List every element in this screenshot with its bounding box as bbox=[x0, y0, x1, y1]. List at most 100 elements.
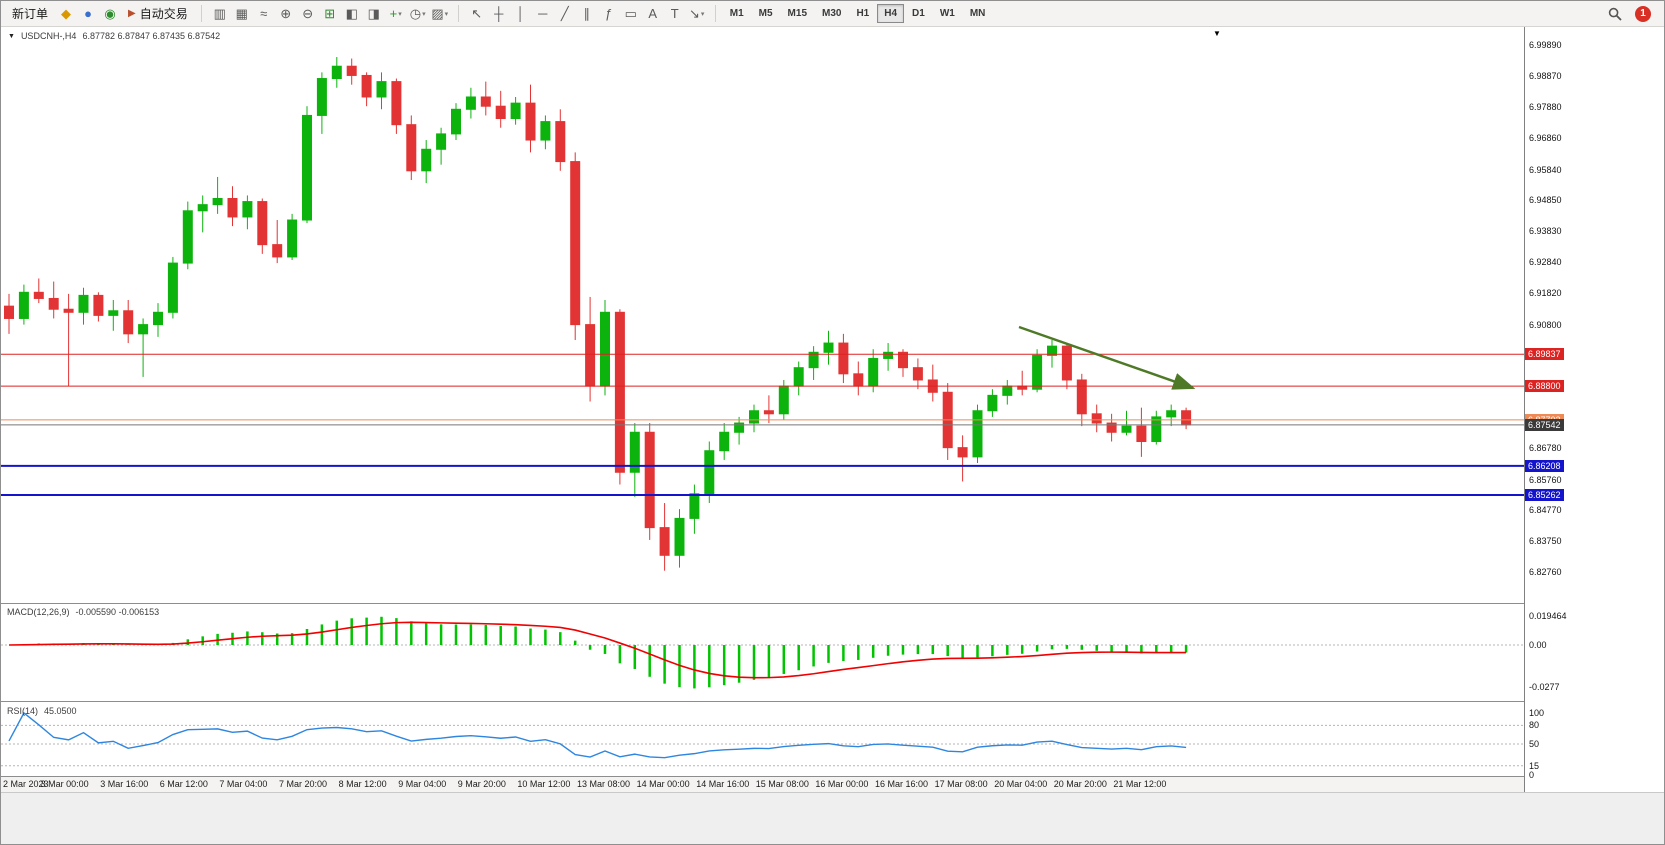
timeframe-button-m30[interactable]: M30 bbox=[815, 4, 848, 23]
new-order-button[interactable]: 新订单 bbox=[6, 3, 54, 24]
time-label: 7 Mar 20:00 bbox=[279, 779, 328, 789]
chart-window: ▼ USDCNH-,H4 6.87782 6.87847 6.87435 6.8… bbox=[1, 27, 1664, 792]
trendline-icon[interactable]: ╱ bbox=[560, 5, 569, 21]
timeframe-button-mn[interactable]: MN bbox=[963, 4, 993, 23]
panel-separator[interactable] bbox=[1, 603, 1664, 604]
toolbar-separator bbox=[714, 5, 716, 22]
line-chart-icon[interactable]: ≈ bbox=[260, 6, 268, 21]
period-button[interactable]: ◷ ▾ bbox=[409, 5, 426, 21]
price-tick: 6.95840 bbox=[1529, 164, 1562, 175]
fibo-icon[interactable]: ƒ bbox=[605, 6, 613, 21]
time-label: 17 Mar 08:00 bbox=[934, 779, 988, 789]
timeframe-button-h4[interactable]: H4 bbox=[877, 4, 905, 23]
price-tick: 6.90800 bbox=[1529, 319, 1562, 330]
price-axis[interactable]: 6.99890 6.98870 6.97880 6.96860 6.95840 6.948… bbox=[1524, 27, 1664, 792]
price-tick: 6.94850 bbox=[1529, 195, 1562, 206]
shapes-icon[interactable]: ▭ bbox=[624, 5, 637, 21]
candlestick-icon[interactable]: ▦ bbox=[235, 5, 248, 21]
price-tick: 6.85760 bbox=[1529, 474, 1562, 485]
template-button-caret: ▾ bbox=[444, 10, 449, 18]
rsi-axis-tick: 80 bbox=[1529, 720, 1540, 731]
price-tick: 6.98870 bbox=[1529, 71, 1562, 82]
text-icon[interactable]: A bbox=[648, 6, 658, 21]
toolbar-separator bbox=[200, 5, 202, 22]
timeframe-button-m1[interactable]: M1 bbox=[723, 4, 751, 23]
vertical-line-icon[interactable]: │ bbox=[516, 6, 525, 21]
timeframe-button-d1[interactable]: D1 bbox=[905, 4, 932, 23]
time-label: 2 Mar 2023 bbox=[3, 779, 49, 789]
panel-separator bbox=[1, 776, 1664, 777]
arrange-horizontal-icon[interactable]: ◨ bbox=[367, 5, 380, 21]
macd-name: MACD(12,26,9) bbox=[7, 607, 70, 617]
market-watch-icon[interactable]: ◆ bbox=[61, 5, 72, 21]
period-button-caret: ▾ bbox=[422, 10, 426, 18]
toolbar-right-cluster: 1 bbox=[1604, 4, 1659, 24]
macd-indicator-label: MACD(12,26,9) -0.005590 -0.006153 bbox=[7, 607, 159, 617]
price-tick: 6.92840 bbox=[1529, 256, 1562, 267]
symbol-period-label: USDCNH-,H4 bbox=[20, 31, 77, 41]
timeframe-button-w1[interactable]: W1 bbox=[933, 4, 962, 23]
timeframe-button-h1[interactable]: H1 bbox=[849, 4, 876, 23]
status-area bbox=[1, 792, 1664, 844]
chart-title: ▼ USDCNH-,H4 6.87782 6.87847 6.87435 6.8… bbox=[8, 31, 220, 41]
time-label: 16 Mar 16:00 bbox=[875, 779, 929, 789]
new-chart-button[interactable]: + ▾ bbox=[389, 6, 402, 21]
time-label: 3 Mar 00:00 bbox=[40, 779, 89, 789]
horizontal-line-icon[interactable]: ─ bbox=[538, 6, 548, 21]
search-icon[interactable] bbox=[1604, 4, 1626, 24]
panel-separator[interactable] bbox=[1, 701, 1664, 702]
label-icon[interactable]: T bbox=[670, 6, 679, 21]
notification-badge[interactable]: 1 bbox=[1635, 5, 1651, 22]
price-tick: 6.97880 bbox=[1529, 101, 1562, 112]
macd-axis-tick: 0.00 bbox=[1529, 640, 1547, 650]
rsi-indicator-label: RSI(14) 45.0500 bbox=[7, 706, 77, 716]
template-button[interactable]: ▨ ▾ bbox=[431, 5, 449, 21]
price-tick: 6.84770 bbox=[1529, 505, 1562, 516]
tile-windows-icon[interactable]: ⊞ bbox=[324, 5, 336, 21]
crosshair-icon[interactable]: ┼ bbox=[494, 6, 504, 21]
zoom-in-icon[interactable]: ⊕ bbox=[280, 5, 292, 21]
rsi-value: 45.0500 bbox=[44, 706, 77, 716]
auto-trading-label: 自动交易 bbox=[139, 7, 188, 21]
time-axis[interactable]: 2 Mar 2023 3 Mar 00:00 3 Mar 16:00 6 Mar 12… bbox=[1, 777, 1524, 792]
timeframe-button-m5[interactable]: M5 bbox=[752, 4, 780, 23]
time-label: 20 Mar 20:00 bbox=[1053, 779, 1107, 789]
price-level-badge: 6.88800 bbox=[1525, 380, 1564, 393]
price-tick: 6.83750 bbox=[1529, 536, 1562, 547]
time-label: 6 Mar 12:00 bbox=[159, 779, 208, 789]
ohlc-values: 6.87782 6.87847 6.87435 6.87542 bbox=[82, 31, 221, 41]
price-level-badge: 6.85262 bbox=[1525, 488, 1564, 501]
time-label: 21 Mar 12:00 bbox=[1113, 779, 1167, 789]
time-label: 8 Mar 12:00 bbox=[338, 779, 387, 789]
time-label: 9 Mar 04:00 bbox=[398, 779, 447, 789]
price-tick: 6.91820 bbox=[1529, 288, 1562, 299]
time-label: 3 Mar 16:00 bbox=[100, 779, 149, 789]
price-level-badge: 6.86208 bbox=[1525, 459, 1564, 472]
new-chart-button-caret: ▾ bbox=[398, 10, 402, 18]
cursor-icon[interactable]: ↖ bbox=[471, 5, 483, 21]
time-label: 9 Mar 20:00 bbox=[457, 779, 506, 789]
price-tick: 6.86780 bbox=[1529, 443, 1562, 454]
time-label: 7 Mar 04:00 bbox=[219, 779, 268, 789]
terminal-icon[interactable]: ◉ bbox=[104, 5, 116, 21]
price-tick: 6.96860 bbox=[1529, 133, 1562, 144]
arrange-vertical-icon[interactable]: ◧ bbox=[345, 5, 358, 21]
timeframe-button-m15[interactable]: M15 bbox=[781, 4, 814, 23]
rsi-axis-tick: 100 bbox=[1529, 708, 1545, 718]
arrows-icon[interactable]: ↘ ▾ bbox=[689, 5, 705, 21]
zoom-out-icon[interactable]: ⊖ bbox=[302, 5, 314, 21]
navigator-icon[interactable]: ● bbox=[84, 6, 92, 21]
chart-shift-marker-icon[interactable]: ▼ bbox=[1213, 29, 1221, 38]
collapse-triangle-icon[interactable]: ▼ bbox=[8, 32, 15, 40]
price-chart-canvas[interactable] bbox=[1, 27, 1524, 792]
bar-chart-icon[interactable]: ▥ bbox=[213, 5, 226, 21]
time-label: 20 Mar 04:00 bbox=[994, 779, 1048, 789]
arrows-icon-caret: ▾ bbox=[700, 10, 705, 18]
channel-icon[interactable]: ∥ bbox=[583, 5, 590, 21]
auto-trading-button[interactable]: ▶ 自动交易 bbox=[122, 3, 194, 24]
time-label: 10 Mar 12:00 bbox=[517, 779, 571, 789]
rsi-axis-tick: 15 bbox=[1529, 760, 1540, 771]
time-label: 14 Mar 00:00 bbox=[636, 779, 690, 789]
price-tick: 6.93830 bbox=[1529, 226, 1562, 237]
